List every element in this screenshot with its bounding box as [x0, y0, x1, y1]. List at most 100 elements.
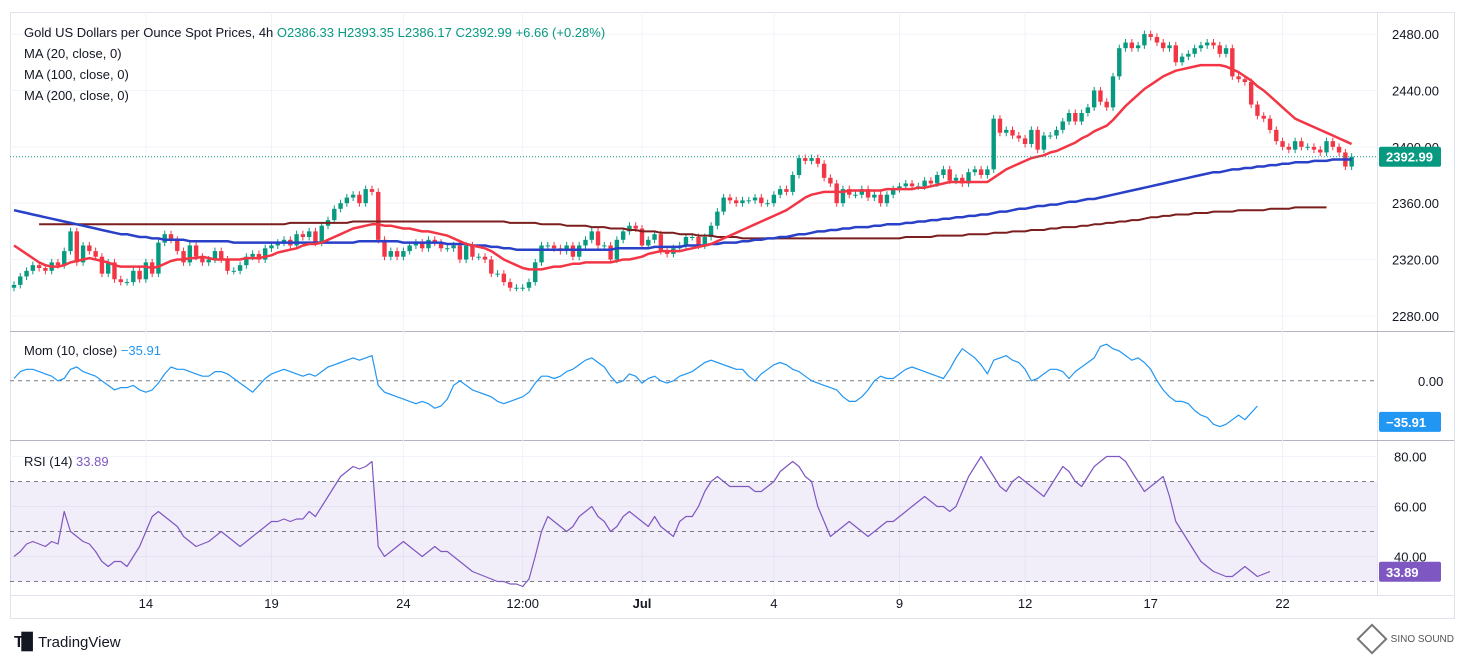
ma100-label[interactable]: MA (100, close, 0) — [24, 67, 129, 82]
ma20-label[interactable]: MA (20, close, 0) — [24, 46, 122, 61]
candle-body-116 — [740, 200, 745, 204]
candle-body-128 — [815, 158, 821, 164]
candle-body-209 — [1324, 141, 1329, 153]
candle-body-190 — [1205, 42, 1210, 46]
candle-body-94 — [602, 245, 607, 247]
candle-body-159 — [1010, 129, 1015, 136]
candle-body-149 — [947, 169, 952, 181]
candle-body-131 — [834, 183, 839, 204]
footer-brand[interactable]: T▉ TradingView — [14, 632, 121, 652]
mom-line — [13, 343, 1258, 428]
candle-body-184 — [1167, 45, 1172, 49]
candle-body-197 — [1248, 82, 1254, 105]
axes: 2480.002440.002400.002360.002320.002280.… — [10, 27, 1443, 611]
candle-body-126 — [803, 158, 808, 161]
ma100-line — [13, 158, 1352, 251]
candle-body-12 — [87, 245, 92, 252]
candle-body-152 — [966, 172, 971, 184]
rsi-legend-value: 33.89 — [76, 454, 109, 469]
candle-body-213 — [1349, 156, 1354, 167]
candle-body-163 — [1035, 129, 1040, 150]
candle-body-132 — [840, 189, 846, 204]
candle-body-208 — [1318, 149, 1323, 153]
candle-body-160 — [1016, 135, 1021, 139]
candle-body-157 — [997, 118, 1003, 133]
candle-body-71 — [457, 245, 463, 260]
candle-body-165 — [1048, 135, 1053, 137]
candle-body-39 — [256, 253, 262, 260]
candle-body-4 — [36, 265, 42, 268]
candle-body-64 — [413, 242, 419, 246]
candle-body-20 — [137, 270, 142, 280]
candle-body-177 — [1123, 42, 1128, 49]
candle-body-154 — [978, 169, 984, 175]
candle-body-79 — [507, 282, 513, 288]
candle-body-23 — [156, 242, 161, 274]
candle-body-33 — [219, 251, 224, 260]
rsi-legend[interactable]: RSI (14) 33.89 — [24, 454, 109, 469]
rsi-value-tag-text: 33.89 — [1386, 565, 1419, 580]
candle-body-204 — [1292, 141, 1298, 150]
candle-body-193 — [1223, 48, 1229, 54]
candle-body-147 — [934, 175, 940, 184]
candle-body-5 — [43, 268, 48, 271]
candle-body-7 — [55, 262, 61, 266]
ohlc-close: C2392.99 — [455, 25, 512, 40]
candle-body-72 — [463, 245, 469, 260]
ma200-line — [39, 206, 1327, 240]
xtick-2: 24 — [396, 596, 410, 611]
candle-body-78 — [501, 273, 507, 283]
candle-body-134 — [853, 194, 858, 196]
candle-body-73 — [470, 245, 475, 257]
candle-body-89 — [570, 245, 576, 257]
candle-body-169 — [1073, 113, 1078, 122]
candle-body-142 — [903, 183, 908, 187]
candle-body-143 — [909, 183, 915, 187]
candle-body-17 — [118, 279, 123, 283]
candle-body-140 — [891, 189, 896, 195]
candle-body-187 — [1186, 53, 1191, 57]
candle-body-93 — [595, 231, 601, 246]
candle-body-133 — [847, 189, 852, 195]
ohlc-open: O2386.33 — [276, 25, 335, 40]
ohlc-high: H2393.35 — [337, 25, 395, 40]
candle-body-207 — [1311, 146, 1317, 150]
candle-body-125 — [796, 158, 802, 175]
ohlc-change: +6.66 (+0.28%) — [515, 25, 606, 40]
candle-body-29 — [193, 245, 199, 257]
candle-body-90 — [577, 245, 582, 257]
candle-body-70 — [451, 245, 456, 249]
mom-ytick-0: 0.00 — [1418, 374, 1443, 389]
candle-body-175 — [1110, 76, 1116, 108]
candle-body-127 — [809, 158, 814, 161]
candle-body-111 — [708, 225, 714, 237]
candle-body-10 — [74, 231, 79, 263]
candle-body-32 — [212, 251, 218, 260]
rsi-ytick-1: 60.00 — [1394, 500, 1427, 515]
candle-body-0 — [11, 284, 17, 288]
candle-body-119 — [759, 197, 764, 204]
candle-body-162 — [1029, 129, 1034, 144]
candle-body-34 — [225, 259, 230, 271]
candle-body-183 — [1161, 42, 1166, 49]
candle-body-121 — [771, 194, 777, 204]
candle-body-146 — [928, 180, 934, 184]
candle-body-96 — [614, 239, 620, 260]
candle-body-9 — [68, 231, 73, 252]
symbol-title[interactable]: Gold US Dollars per Ounce Spot Prices, 4… — [24, 25, 274, 40]
mom-legend[interactable]: Mom (10, close) −35.91 — [24, 343, 161, 358]
candle-body-82 — [526, 282, 532, 288]
candle-body-38 — [250, 253, 255, 257]
rsi-band — [10, 481, 1377, 582]
ma200-label[interactable]: MA (200, close, 0) — [24, 88, 129, 103]
candle-body-55 — [357, 194, 362, 204]
price-ytick-4: 2320.00 — [1392, 253, 1439, 268]
candle-body-189 — [1198, 45, 1204, 49]
candle-body-153 — [972, 169, 978, 173]
candle-body-188 — [1192, 48, 1197, 54]
xtick-3: 12:00 — [506, 596, 539, 611]
candle-body-14 — [99, 256, 105, 274]
candle-body-198 — [1255, 104, 1260, 116]
candle-body-56 — [363, 189, 368, 204]
